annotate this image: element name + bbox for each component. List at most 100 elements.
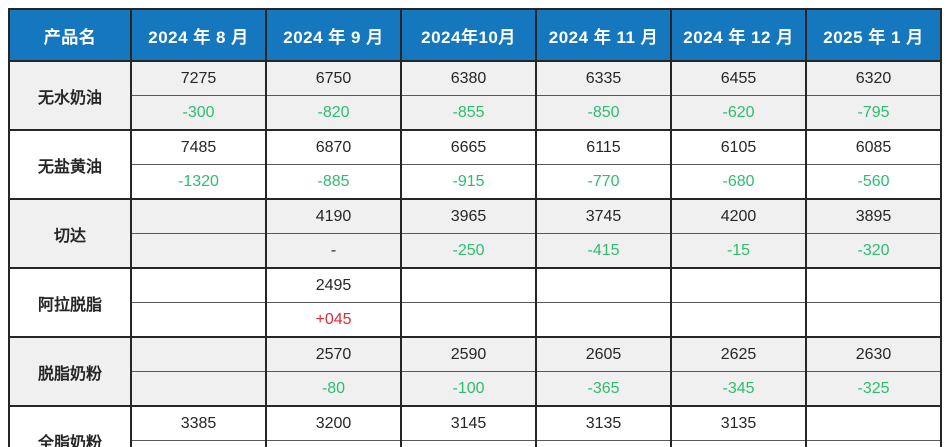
price-cell: [400, 267, 537, 303]
change-cell: -115: [670, 440, 807, 447]
change-row: +045: [9, 302, 942, 338]
product-price-table: 产品名 2024 年 8 月 2024 年 9 月 2024年10月 2024 年 11…: [8, 8, 942, 447]
change-cell: -15: [670, 233, 807, 269]
change-cell: -: [265, 233, 402, 269]
change-cell: -320: [805, 233, 942, 269]
price-cell: [130, 267, 267, 303]
price-cell: 6115: [535, 129, 672, 165]
change-cell: -885: [265, 164, 402, 200]
price-cell: 2630: [805, 336, 942, 372]
change-cell: [400, 302, 537, 338]
change-cell: [805, 302, 942, 338]
change-cell: -560: [805, 164, 942, 200]
change-cell: +020: [130, 440, 267, 447]
change-cell: -855: [400, 95, 537, 131]
product-name-cell: 切达: [8, 198, 132, 269]
change-cell: -160: [535, 440, 672, 447]
column-header-month: 2025 年 1 月: [805, 8, 942, 62]
change-cell: -1320: [130, 164, 267, 200]
price-cell: 4190: [265, 198, 402, 234]
price-cell: 6870: [265, 129, 402, 165]
price-cell: 7485: [130, 129, 267, 165]
price-cell: [130, 198, 267, 234]
price-cell: 3200: [265, 405, 402, 441]
price-row: 切达 4190 3965 3745 4200 3895: [8, 198, 942, 269]
price-cell: [805, 267, 942, 303]
change-cell: [805, 440, 942, 447]
change-cell: -250: [400, 233, 537, 269]
column-header-product-name: 产品名: [8, 8, 132, 62]
column-header-month: 2024 年 8 月: [130, 8, 267, 62]
change-cell: -345: [670, 371, 807, 407]
price-cell: 3145: [400, 405, 537, 441]
price-cell: 3385: [130, 405, 267, 441]
change-cell: -185: [265, 440, 402, 447]
change-row: -1320 -885 -915 -770 -680 -560: [9, 164, 942, 200]
price-cell: 3135: [535, 405, 672, 441]
change-cell: [670, 302, 807, 338]
price-cell: 2495: [265, 267, 402, 303]
price-row: 无盐黄油 7485 6870 6665 6115 6105 6085: [8, 129, 942, 200]
header-row: 产品名 2024 年 8 月 2024 年 9 月 2024年10月 2024 年 11…: [8, 8, 942, 62]
table-header: 产品名 2024 年 8 月 2024 年 9 月 2024年10月 2024 年 11…: [8, 8, 942, 62]
change-cell: -190: [400, 440, 537, 447]
price-cell: 2570: [265, 336, 402, 372]
price-cell: 6105: [670, 129, 807, 165]
price-row: 无水奶油 7275 6750 6380 6335 6455 6320: [8, 60, 942, 131]
price-row: 全脂奶粉 3385 3200 3145 3135 3135: [8, 405, 942, 447]
product-name-cell: 无盐黄油: [8, 129, 132, 200]
change-cell: [535, 302, 672, 338]
change-cell: -795: [805, 95, 942, 131]
change-cell: -770: [535, 164, 672, 200]
price-cell: [130, 336, 267, 372]
price-cell: 2590: [400, 336, 537, 372]
change-row: +020-185-190-160-115: [9, 440, 942, 447]
change-cell: -80: [265, 371, 402, 407]
change-cell: [130, 233, 267, 269]
price-cell: 6320: [805, 60, 942, 96]
change-cell: [130, 302, 267, 338]
price-cell: 2605: [535, 336, 672, 372]
price-cell: 4200: [670, 198, 807, 234]
change-cell: -100: [400, 371, 537, 407]
change-row: - -250 -415 -15 -320: [9, 233, 942, 269]
change-cell: -300: [130, 95, 267, 131]
price-cell: 6455: [670, 60, 807, 96]
price-row: 阿拉脱脂 2495: [8, 267, 942, 338]
price-cell: 6085: [805, 129, 942, 165]
change-cell: -915: [400, 164, 537, 200]
table-body: 无水奶油 7275 6750 6380 6335 6455 6320 -300 -820 -855…: [8, 60, 942, 447]
price-cell: [670, 267, 807, 303]
change-cell: -365: [535, 371, 672, 407]
price-cell: 6665: [400, 129, 537, 165]
price-cell: 6380: [400, 60, 537, 96]
product-name-cell: 全脂奶粉: [8, 405, 132, 447]
price-cell: [535, 267, 672, 303]
change-cell: -620: [670, 95, 807, 131]
change-cell: [130, 371, 267, 407]
change-row: -300 -820 -855 -850 -620 -795: [9, 95, 942, 131]
column-header-month: 2024 年 11 月: [535, 8, 672, 62]
price-cell: 7275: [130, 60, 267, 96]
change-cell: -680: [670, 164, 807, 200]
product-name-cell: 脱脂奶粉: [8, 336, 132, 407]
price-cell: 6335: [535, 60, 672, 96]
price-row: 脱脂奶粉 2570 2590 2605 2625 2630: [8, 336, 942, 407]
price-cell: 3965: [400, 198, 537, 234]
product-name-cell: 阿拉脱脂: [8, 267, 132, 338]
price-cell: 3895: [805, 198, 942, 234]
price-cell: 2625: [670, 336, 807, 372]
price-cell: 3135: [670, 405, 807, 441]
price-cell: [805, 405, 942, 441]
price-cell: 3745: [535, 198, 672, 234]
change-cell: -415: [535, 233, 672, 269]
column-header-month: 2024年10月: [400, 8, 537, 62]
column-header-month: 2024 年 12 月: [670, 8, 807, 62]
change-cell: -325: [805, 371, 942, 407]
change-cell: +045: [265, 302, 402, 338]
column-header-month: 2024 年 9 月: [265, 8, 402, 62]
change-row: -80 -100 -365 -345 -325: [9, 371, 942, 407]
change-cell: -820: [265, 95, 402, 131]
price-cell: 6750: [265, 60, 402, 96]
